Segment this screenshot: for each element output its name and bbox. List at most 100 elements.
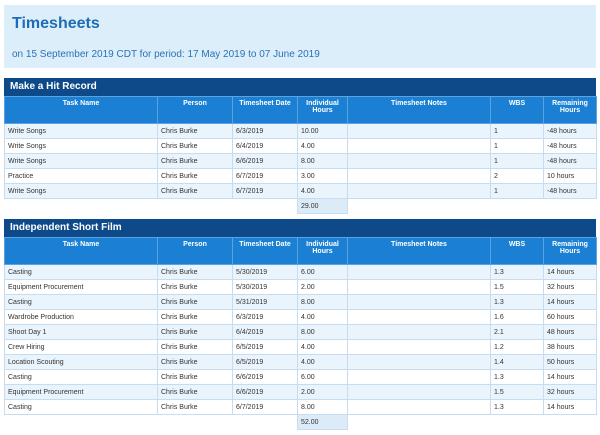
notes-cell bbox=[347, 168, 491, 184]
date-cell: 6/3/2019 bbox=[232, 123, 298, 139]
remaining-cell: 10 hours bbox=[543, 168, 597, 184]
wbs-cell: 1.5 bbox=[490, 279, 544, 295]
date-cell: 6/4/2019 bbox=[232, 324, 298, 340]
person-cell: Chris Burke bbox=[157, 309, 233, 325]
notes-cell bbox=[347, 264, 491, 280]
total-row: 52.00 bbox=[5, 414, 597, 430]
person-cell: Chris Burke bbox=[157, 384, 233, 400]
hours-cell: 4.00 bbox=[297, 354, 348, 370]
column-header: Person bbox=[157, 96, 233, 124]
data-row: Casting Chris Burke 6/7/2019 8.00 1.3 14 hour… bbox=[4, 399, 597, 415]
person-cell: Chris Burke bbox=[157, 339, 233, 355]
hours-cell: 4.00 bbox=[297, 339, 348, 355]
blank-cell bbox=[491, 199, 544, 214]
date-cell: 6/3/2019 bbox=[232, 309, 298, 325]
date-cell: 5/30/2019 bbox=[232, 279, 298, 295]
person-cell: Chris Burke bbox=[157, 138, 233, 154]
notes-cell bbox=[347, 123, 491, 139]
hours-cell: 8.00 bbox=[297, 324, 348, 340]
wbs-cell: 1.3 bbox=[490, 369, 544, 385]
data-row: Write Songs Chris Burke 6/4/2019 4.00 1 -48 h… bbox=[4, 138, 597, 154]
column-header: Timesheet Notes bbox=[347, 237, 491, 265]
blank-cell bbox=[5, 199, 158, 214]
remaining-cell: -48 hours bbox=[543, 153, 597, 169]
wbs-cell: 1 bbox=[490, 153, 544, 169]
task-cell: Casting bbox=[4, 264, 158, 280]
notes-cell bbox=[347, 309, 491, 325]
notes-cell bbox=[347, 384, 491, 400]
column-header: Timesheet Date bbox=[232, 96, 298, 124]
hours-cell: 4.00 bbox=[297, 183, 348, 199]
task-cell: Casting bbox=[4, 294, 158, 310]
header-row: Task Name Person Timesheet Date Individual … bbox=[4, 96, 597, 124]
total-hours: 52.00 bbox=[297, 414, 348, 430]
column-header: Remaining Hours bbox=[543, 237, 597, 265]
notes-cell bbox=[347, 339, 491, 355]
header-row: Task Name Person Timesheet Date Individual … bbox=[4, 237, 597, 265]
column-header: Timesheet Date bbox=[232, 237, 298, 265]
wbs-cell: 1.3 bbox=[490, 264, 544, 280]
date-cell: 6/7/2019 bbox=[232, 399, 298, 415]
hours-cell: 2.00 bbox=[297, 384, 348, 400]
column-header: Individual Hours bbox=[297, 237, 348, 265]
wbs-cell: 1.3 bbox=[490, 294, 544, 310]
person-cell: Chris Burke bbox=[157, 183, 233, 199]
total-hours: 29.00 bbox=[297, 198, 348, 214]
hours-cell: 3.00 bbox=[297, 168, 348, 184]
column-header: Person bbox=[157, 237, 233, 265]
hours-cell: 4.00 bbox=[297, 138, 348, 154]
hours-cell: 2.00 bbox=[297, 279, 348, 295]
person-cell: Chris Burke bbox=[157, 279, 233, 295]
date-cell: 6/7/2019 bbox=[232, 168, 298, 184]
task-cell: Write Songs bbox=[4, 153, 158, 169]
remaining-cell: 48 hours bbox=[543, 324, 597, 340]
column-header: Task Name bbox=[4, 237, 158, 265]
wbs-cell: 1.4 bbox=[490, 354, 544, 370]
remaining-cell: 50 hours bbox=[543, 354, 597, 370]
person-cell: Chris Burke bbox=[157, 294, 233, 310]
date-cell: 6/5/2019 bbox=[232, 339, 298, 355]
person-cell: Chris Burke bbox=[157, 324, 233, 340]
data-row: Equipment Procurement Chris Burke 6/6/2019… bbox=[4, 384, 597, 400]
task-cell: Casting bbox=[4, 399, 158, 415]
column-header: WBS bbox=[490, 237, 544, 265]
date-cell: 5/30/2019 bbox=[232, 264, 298, 280]
date-cell: 6/5/2019 bbox=[232, 354, 298, 370]
wbs-cell: 1.6 bbox=[490, 309, 544, 325]
wbs-cell: 1 bbox=[490, 123, 544, 139]
project-title: Independent Short Film bbox=[4, 219, 596, 237]
date-cell: 6/6/2019 bbox=[232, 384, 298, 400]
wbs-cell: 2 bbox=[490, 168, 544, 184]
hours-cell: 6.00 bbox=[297, 369, 348, 385]
blank-cell bbox=[348, 199, 491, 214]
wbs-cell: 1.3 bbox=[490, 399, 544, 415]
blank-cell bbox=[233, 415, 298, 430]
hours-cell: 10.00 bbox=[297, 123, 348, 139]
blank-cell bbox=[233, 199, 298, 214]
date-cell: 6/7/2019 bbox=[232, 183, 298, 199]
notes-cell bbox=[347, 324, 491, 340]
data-row: Casting Chris Burke 5/30/2019 6.00 1.3 14 hou… bbox=[4, 264, 597, 280]
remaining-cell: -48 hours bbox=[543, 138, 597, 154]
wbs-cell: 2.1 bbox=[490, 324, 544, 340]
person-cell: Chris Burke bbox=[157, 168, 233, 184]
data-row: Write Songs Chris Burke 6/7/2019 4.00 1 -48 h… bbox=[4, 183, 597, 199]
blank-cell bbox=[5, 415, 158, 430]
remaining-cell: 14 hours bbox=[543, 294, 597, 310]
task-cell: Write Songs bbox=[4, 183, 158, 199]
page-title: Timesheets bbox=[12, 15, 100, 32]
notes-cell bbox=[347, 354, 491, 370]
person-cell: Chris Burke bbox=[157, 153, 233, 169]
hours-cell: 6.00 bbox=[297, 264, 348, 280]
remaining-cell: 60 hours bbox=[543, 309, 597, 325]
wbs-cell: 1.2 bbox=[490, 339, 544, 355]
report-header: Timesheets on 15 September 2019 CDT for … bbox=[4, 5, 596, 68]
notes-cell bbox=[347, 138, 491, 154]
task-cell: Practice bbox=[4, 168, 158, 184]
project-section: Make a Hit Record Task Name Person Timeshee… bbox=[4, 78, 597, 214]
column-header: Remaining Hours bbox=[543, 96, 597, 124]
project-title: Make a Hit Record bbox=[4, 78, 596, 96]
data-row: Shoot Day 1 Chris Burke 6/4/2019 8.00 2.1 48 … bbox=[4, 324, 597, 340]
period-subtitle: on 15 September 2019 CDT for period: 17 … bbox=[12, 49, 320, 60]
blank-cell bbox=[158, 415, 233, 430]
